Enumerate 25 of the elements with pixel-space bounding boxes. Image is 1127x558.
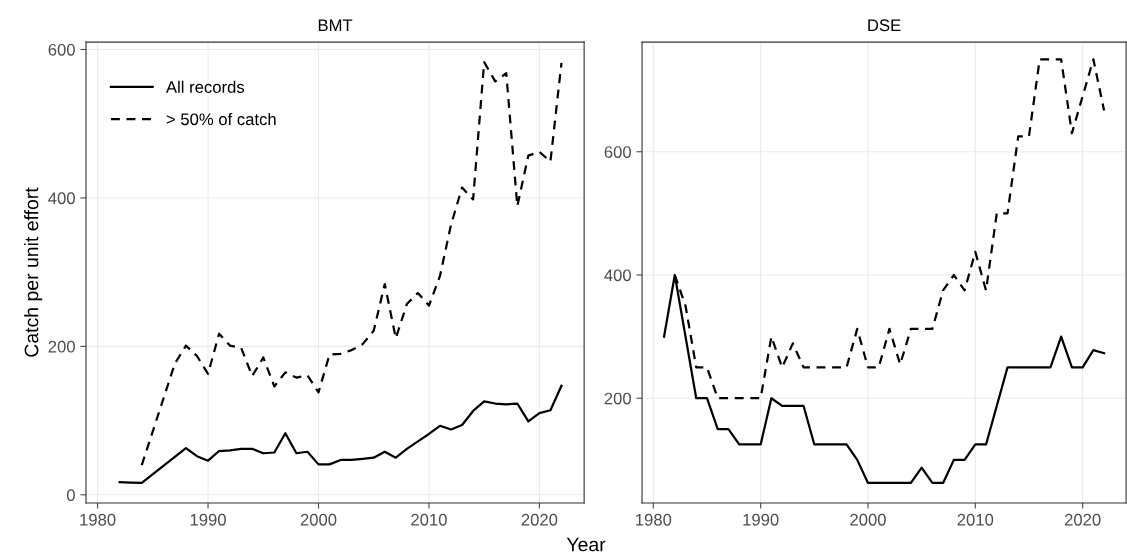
chart-title: BMT <box>318 19 353 31</box>
line-series <box>140 61 563 467</box>
x-tick-label: 2000 <box>850 513 886 526</box>
x-tick-label: 1980 <box>636 513 672 526</box>
x-axis-title: Year <box>566 537 606 552</box>
x-tick-label: 1990 <box>190 513 226 526</box>
y-tick-label: 200 <box>604 392 631 405</box>
x-tick-label: 2010 <box>411 513 447 526</box>
x-tick-label: 1990 <box>743 513 779 526</box>
chart-title: DSE <box>868 19 901 32</box>
y-tick-label: 400 <box>604 269 631 282</box>
line-series <box>118 384 563 485</box>
x-tick-label: 1980 <box>80 513 116 526</box>
y-tick-label: 600 <box>604 146 631 158</box>
y-tick-label: 400 <box>48 192 75 205</box>
y-axis-title: Catch per unit effort <box>24 187 43 357</box>
x-tick-label: 2000 <box>300 513 337 526</box>
x-tick-label: 2020 <box>1064 513 1101 526</box>
y-tick-label: 200 <box>48 340 75 353</box>
y-tick-label: 600 <box>48 43 75 56</box>
legend-label: All records <box>165 80 245 93</box>
y-tick-label: 0 <box>66 489 75 502</box>
x-tick-label: 2020 <box>521 513 558 526</box>
x-tick-label: 2010 <box>957 513 994 526</box>
legend-label: > 50% of catch <box>166 112 276 126</box>
